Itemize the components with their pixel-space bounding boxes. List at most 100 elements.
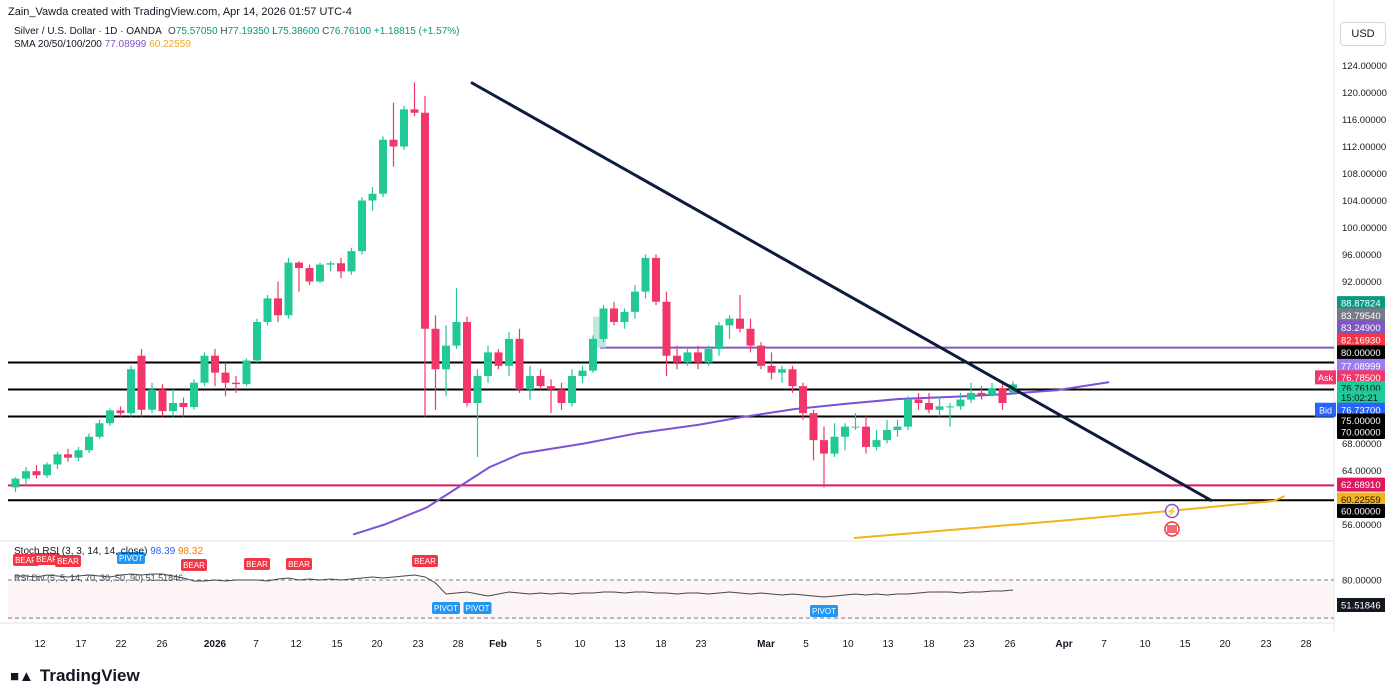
sma-value-2: 60.22559: [149, 39, 191, 50]
candle-body: [631, 291, 639, 312]
x-tick-label: Feb: [489, 639, 507, 650]
bear-marker: BEAR: [288, 560, 310, 569]
candle-body: [389, 139, 398, 147]
candle-body: [85, 436, 93, 451]
y-tick-label: 56.00000: [1342, 520, 1382, 531]
rsi-line: [15, 573, 1014, 598]
x-tick-label: 23: [1260, 639, 1272, 650]
price-label: 80.00000: [1341, 348, 1381, 359]
candle-body: [211, 355, 219, 373]
stoch-rsi-k: 98.39: [150, 546, 176, 557]
candle-body: [757, 345, 765, 366]
candle-body: [400, 109, 408, 147]
stoch-rsi-legend[interactable]: Stoch RSI (3, 3, 14, 14, close) 98.39 98…: [14, 546, 203, 557]
rsi-div-label: RSI Div (5, 5, 14, 70, 30, 50, 90): [14, 573, 144, 583]
pivot-marker: PIVOT: [465, 604, 489, 613]
ohlc-change: +1.18815 (+1.57%): [373, 26, 460, 37]
candle-body: [620, 311, 629, 322]
candle-body: [883, 430, 891, 441]
candle-body: [326, 263, 335, 265]
bid-tag: Bid: [1319, 405, 1332, 415]
ohlc-open: 75.57050: [175, 26, 218, 37]
candle-body: [830, 436, 839, 454]
x-tick-label: 18: [655, 639, 667, 650]
candle-body: [22, 471, 30, 479]
candle-body: [442, 345, 450, 370]
candle-body: [473, 376, 482, 403]
price-label-bg: [1337, 320, 1385, 335]
x-tick-label: 13: [614, 639, 626, 650]
candle-body: [599, 308, 608, 339]
bear-marker-bg: [34, 553, 60, 565]
price-label: 76.78500: [1341, 373, 1381, 384]
ohlc-high-label: H: [220, 26, 228, 37]
pivot-marker-bg: [117, 552, 145, 564]
candle-body: [536, 376, 545, 387]
x-tick-label: 17: [75, 639, 87, 650]
price-label: 83.24900: [1341, 323, 1381, 334]
candle-body: [557, 389, 566, 403]
candle-body: [610, 308, 618, 322]
candle-body: [43, 464, 51, 476]
tradingview-logo[interactable]: ■▲ TradingView: [10, 666, 140, 686]
candle-body: [274, 298, 282, 316]
candle-body: [263, 298, 272, 322]
candle-body: [547, 386, 555, 390]
bear-marker-bg: [286, 558, 312, 570]
symbol-legend[interactable]: Silver / U.S. Dollar · 1D · OANDA O75.57…: [14, 26, 459, 37]
candle-body: [946, 406, 954, 408]
rsi-div-legend[interactable]: RSI Div (5, 5, 14, 70, 30, 50, 90) 51.51…: [14, 573, 183, 583]
ohlc-low-label: L: [272, 26, 278, 37]
candle-body: [704, 349, 713, 363]
bear-marker: BEAR: [57, 557, 79, 566]
sma-legend[interactable]: SMA 20/50/100/200 77.08999 60.22559: [14, 39, 191, 50]
x-tick-label: Apr: [1055, 639, 1072, 650]
y-tick-label: 96.00000: [1342, 250, 1382, 261]
price-label-bg: [1337, 492, 1385, 507]
x-tick-label: 10: [574, 639, 586, 650]
x-tick-label: 5: [803, 639, 809, 650]
candle-body: [421, 112, 429, 329]
tradingview-brand-text: TradingView: [39, 666, 140, 685]
pivot-marker: PIVOT: [434, 604, 458, 613]
candle-body: [925, 403, 933, 410]
price-label-bg: [1337, 390, 1385, 405]
x-tick-label: 13: [882, 639, 894, 650]
price-label: 82.16930: [1341, 336, 1381, 347]
price-label: 15:02:21: [1341, 393, 1378, 404]
x-tick-label: Mar: [757, 639, 775, 650]
candle-body: [683, 352, 692, 363]
candle-body: [127, 369, 135, 414]
price-label-bg: [1337, 425, 1385, 440]
price-label: 77.08999: [1341, 361, 1381, 372]
price-label: 76.73700: [1341, 405, 1381, 416]
x-tick-label: 28: [452, 639, 464, 650]
x-tick-label: 7: [253, 639, 259, 650]
rsi-value-label: 51.51846: [1341, 601, 1381, 612]
candle-body: [316, 264, 324, 282]
rsi-level-label: 80.00000: [1342, 576, 1382, 587]
currency-button[interactable]: USD: [1340, 22, 1386, 46]
stoch-rsi-d: 98.32: [178, 546, 204, 557]
candle-body: [95, 423, 104, 437]
x-tick-label: 12: [34, 639, 46, 650]
candle-body: [431, 328, 440, 370]
candle-body: [253, 322, 261, 361]
alert-icon-glyph: ⚡: [1166, 506, 1177, 518]
x-tick-label: 26: [1004, 639, 1016, 650]
ohlc-open-label: O: [168, 26, 176, 37]
candle-body: [725, 318, 734, 326]
candle-body: [694, 352, 702, 363]
x-tick-label: 28: [1300, 639, 1312, 650]
candle-body: [673, 355, 681, 363]
candle-body: [106, 410, 114, 424]
candle-body: [116, 410, 125, 414]
candle-body: [32, 471, 41, 476]
candle-body: [746, 328, 755, 346]
x-tick-label: 5: [536, 639, 542, 650]
rsi-value-bg: [1337, 598, 1385, 612]
candle-body: [799, 386, 807, 414]
bear-marker: BEAR: [183, 561, 205, 570]
candle-body: [158, 389, 167, 412]
